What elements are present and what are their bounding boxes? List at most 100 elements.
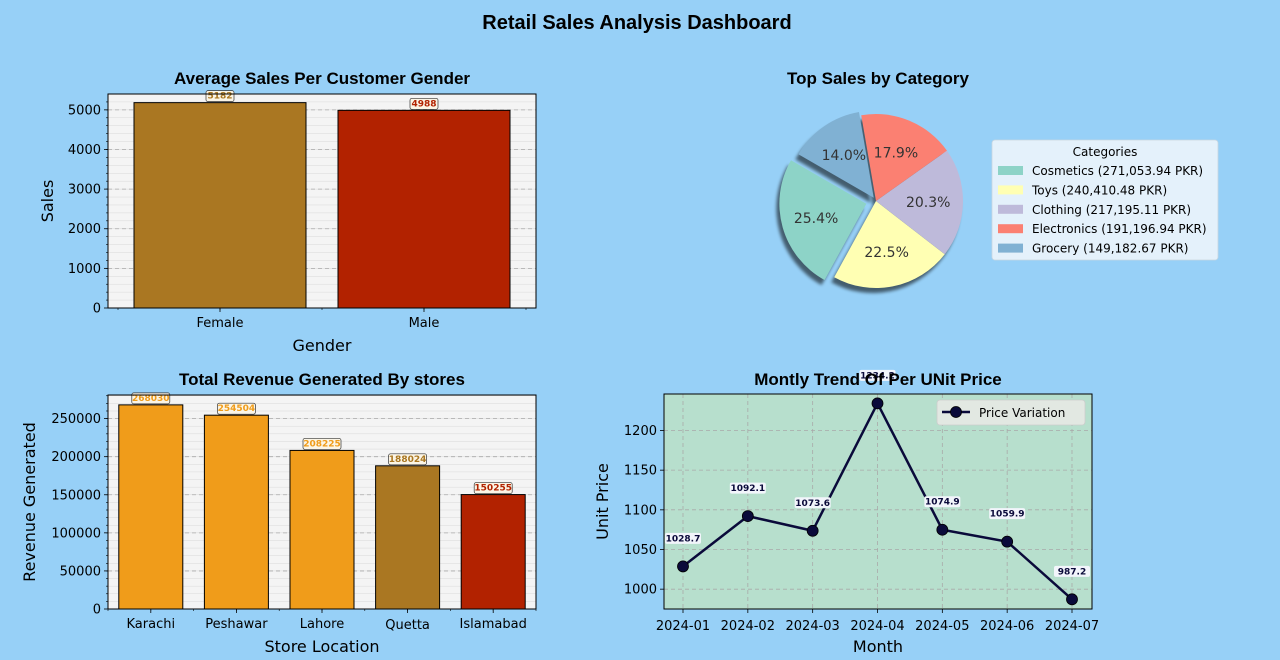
y-tick-label: 5000 [68, 103, 101, 118]
pie-slice [861, 114, 947, 201]
bar-value-label: 4988 [411, 99, 436, 109]
y-tick-label: 1100 [624, 503, 657, 518]
point-value-label: 1234.2 [860, 371, 895, 381]
bar [337, 109, 511, 309]
data-label-box [388, 453, 427, 466]
point-value-label: 1059.9 [990, 510, 1025, 520]
y-tick-label: 4000 [68, 143, 101, 158]
legend-marker [950, 406, 962, 418]
data-label-box [989, 508, 1026, 520]
category-pie-chart: 25.4% 22.5% 20.3% 17.9% 14.0% Top Sales by Ca… [776, 69, 1219, 293]
y-tick-label: 200000 [51, 450, 101, 465]
point-value-label: 987.2 [1058, 567, 1086, 577]
slice-percent-label: 25.4% [794, 211, 838, 227]
slice-percent-label: 20.3% [906, 195, 950, 211]
data-label-box [473, 482, 513, 494]
y-tick-label: 50000 [60, 564, 101, 579]
y-tick-label: 1050 [624, 543, 657, 558]
point-value-label: 1073.6 [795, 499, 830, 509]
legend-label: Electronics (191,196.94 PKR) [1032, 222, 1207, 236]
slice-percent-label: 22.5% [864, 245, 908, 261]
slice-percent-label: 17.9% [874, 146, 918, 162]
y-tick-label: 3000 [68, 183, 101, 198]
legend-label: Cosmetics (271,053.94 PKR) [1032, 164, 1203, 178]
x-tick-label: Male [409, 316, 440, 331]
legend-swatch [998, 243, 1023, 253]
legend-swatch [998, 204, 1023, 214]
point-value-label: 1074.9 [925, 498, 960, 508]
price-point [677, 560, 689, 573]
legend-swatch [998, 166, 1023, 175]
data-label-box [924, 496, 961, 508]
legend-box [936, 399, 1086, 426]
x-tick-label: 2024-04 [850, 619, 904, 634]
bar-value-label: 5182 [207, 92, 232, 102]
chart-title: Top Sales by Category [787, 69, 970, 88]
bar-value-label: 188024 [389, 455, 427, 465]
bar [289, 449, 355, 610]
x-tick-label: Islamabad [460, 617, 527, 632]
x-tick-label: Female [196, 316, 243, 331]
x-tick-label: Quetta [385, 618, 430, 633]
y-tick-label: 1000 [624, 583, 657, 598]
y-tick-label: 1000 [68, 262, 101, 277]
legend-label: Clothing (217,195.11 PKR) [1032, 203, 1191, 217]
data-label-box [665, 532, 701, 544]
y-axis-label: Unit Price [593, 463, 612, 540]
plot-border [663, 393, 1093, 610]
y-tick-label: 100000 [51, 526, 101, 541]
data-label-box [794, 497, 831, 509]
legend-box [991, 139, 1219, 261]
point-value-label: 1028.7 [666, 534, 701, 544]
chart-title: Total Revenue Generated By stores [179, 370, 465, 389]
plot-area [664, 394, 1092, 609]
x-tick-label: Lahore [300, 617, 344, 632]
unit-price-trend-chart: 1000 1050 1100 1150 1200 2024-01 2024-02 2024-0… [593, 369, 1099, 656]
price-point [936, 523, 949, 536]
y-tick-label: 2000 [68, 222, 101, 237]
bar-value-label: 150255 [474, 484, 512, 494]
slice-percent-label: 14.0% [822, 148, 866, 164]
legend-swatch [998, 224, 1023, 234]
plot-border [107, 394, 537, 610]
data-label-box [131, 392, 171, 405]
y-tick-label: 0 [93, 302, 101, 317]
bar [133, 102, 307, 309]
price-point [1001, 535, 1014, 548]
data-label-box [205, 90, 235, 102]
price-point [741, 510, 754, 522]
data-label-box [409, 97, 439, 110]
x-tick-label: 2024-01 [656, 619, 710, 634]
legend-label: Price Variation [979, 406, 1065, 420]
y-axis-label: Revenue Generated [20, 422, 39, 582]
x-axis-label: Gender [293, 336, 352, 355]
bar-value-label: 268030 [132, 394, 170, 404]
x-tick-label: 2024-06 [980, 619, 1034, 634]
bar-value-label: 208225 [303, 439, 341, 449]
legend-label: Toys (240,410.48 PKR) [1031, 183, 1167, 197]
x-axis-label: Store Location [264, 637, 379, 656]
point-value-label: 1092.1 [730, 484, 765, 494]
pie-slice [834, 201, 945, 288]
x-tick-label: 2024-03 [786, 619, 840, 634]
x-tick-label: 2024-07 [1045, 619, 1099, 634]
x-tick-label: Karachi [127, 617, 176, 632]
bar [118, 404, 184, 610]
gender-sales-chart: 0 1000 2000 3000 4000 5000 5182 Female 4988 Male A… [38, 69, 537, 355]
x-tick-label: Peshawar [205, 617, 268, 632]
bar-value-label: 254504 [218, 404, 256, 414]
data-label-box [217, 402, 256, 415]
chart-title: Montly Trend Of Per UNit Price [754, 370, 1002, 389]
y-tick-label: 150000 [51, 488, 101, 503]
bar [375, 465, 441, 610]
chart-title: Average Sales Per Customer Gender [174, 69, 470, 88]
price-point [1066, 593, 1078, 606]
pie-slice [798, 111, 874, 198]
x-axis-label: Month [853, 637, 903, 656]
pie-slice [779, 160, 867, 280]
y-tick-label: 250000 [51, 412, 101, 427]
bar [203, 414, 269, 610]
data-label-box [859, 369, 896, 381]
price-point [806, 524, 819, 537]
